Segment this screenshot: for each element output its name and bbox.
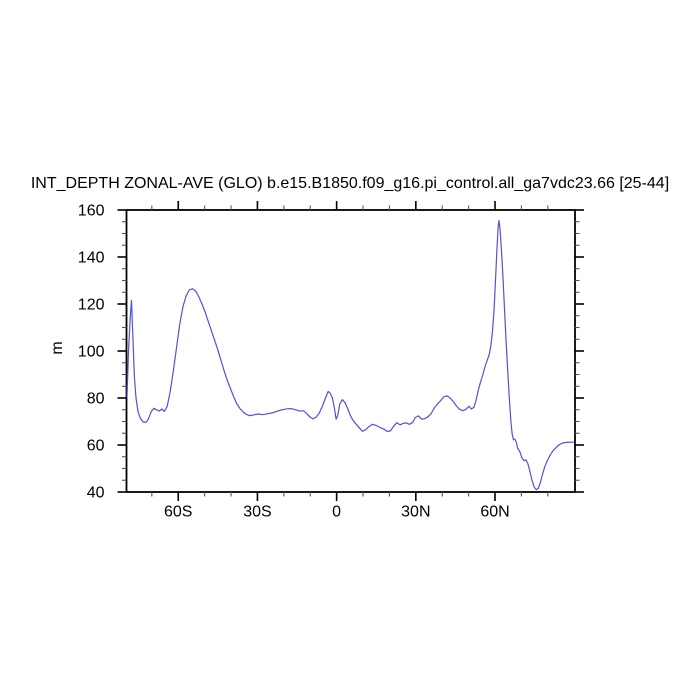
y-tick-label: 80 xyxy=(87,391,105,408)
y-tick-label: 120 xyxy=(78,297,105,314)
axes xyxy=(125,209,576,493)
plot-frame xyxy=(125,209,576,493)
x-tick-label: 30S xyxy=(243,504,271,521)
y-tick-label: 40 xyxy=(87,485,105,502)
y-tick-label: 60 xyxy=(87,438,105,455)
axis-ticks xyxy=(117,201,584,501)
y-tick-label: 100 xyxy=(78,344,105,361)
tick-labels: 60S 30S 0 30N 60N 160 140 120 100 80 60 40 xyxy=(78,203,510,521)
y-axis-label: m xyxy=(49,341,66,354)
int-depth-line xyxy=(126,220,575,491)
data-series xyxy=(126,220,575,491)
x-tick-label: 60N xyxy=(480,504,509,521)
x-tick-label: 60S xyxy=(164,504,192,521)
y-tick-label: 160 xyxy=(78,203,105,220)
x-tick-label: 30N xyxy=(401,504,430,521)
x-tick-label: 0 xyxy=(332,504,341,521)
y-tick-label: 140 xyxy=(78,250,105,267)
chart-title: INT_DEPTH ZONAL-AVE (GLO) b.e15.B1850.f0… xyxy=(31,175,669,192)
